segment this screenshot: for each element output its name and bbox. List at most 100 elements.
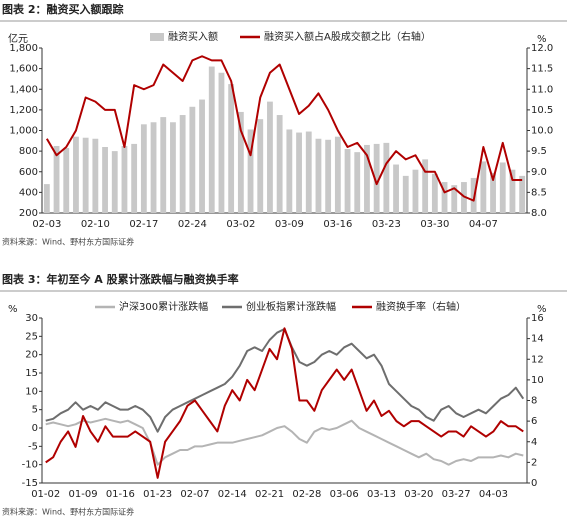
y2-tick-label: 10.5	[531, 105, 553, 116]
legend-swatch	[150, 33, 164, 41]
bar	[519, 175, 526, 213]
bar	[257, 119, 264, 213]
y2-unit: %	[537, 304, 547, 315]
y2-tick-label: 2	[531, 457, 537, 468]
bar	[228, 84, 235, 213]
bar	[237, 111, 244, 213]
bar	[296, 132, 302, 213]
bar	[431, 173, 438, 213]
bar	[354, 152, 361, 213]
bar	[150, 122, 157, 213]
bar	[247, 129, 254, 213]
x-tick-label: 03-02	[226, 219, 255, 230]
bar	[305, 131, 312, 213]
y2-tick-label: 0	[531, 478, 537, 489]
y-tick-label: 1,000	[9, 126, 38, 137]
bar	[393, 164, 399, 213]
y-tick-label: 1,800	[9, 43, 38, 54]
y-tick-label: 25	[25, 331, 38, 342]
bar	[344, 149, 351, 213]
bar	[111, 151, 118, 213]
bar	[92, 138, 99, 213]
bar	[179, 115, 186, 213]
figure-title: 图表 3：年初至今 A 股累计涨跌幅与融资换手率	[2, 272, 239, 286]
source-note: 资料来源：Wind、野村东方国际证券	[2, 237, 134, 247]
x-tick-label: 03-27	[442, 489, 471, 500]
bar	[160, 117, 167, 213]
bar	[441, 182, 448, 213]
x-tick-label: 02-21	[255, 489, 284, 500]
bar	[334, 136, 341, 213]
line-series	[45, 55, 523, 202]
y-tick-label: 1,400	[9, 84, 38, 95]
bar	[490, 172, 496, 213]
bar	[373, 143, 380, 213]
bar	[412, 169, 419, 213]
x-tick-label: 02-03	[32, 219, 61, 230]
bar	[199, 99, 205, 213]
bar	[480, 161, 487, 213]
bar	[286, 129, 293, 213]
bar	[73, 136, 79, 213]
legend-label: 沪深300累计涨跌幅	[119, 300, 208, 313]
bar	[53, 145, 60, 213]
bar	[499, 162, 506, 213]
bar	[63, 148, 70, 213]
bar	[276, 115, 283, 213]
x-tick-label: 03-16	[323, 219, 352, 230]
line-series	[45, 328, 525, 433]
legend-label: 融资买入额占A股成交额之比（右轴）	[264, 30, 431, 43]
y2-tick-label: 11.5	[531, 64, 553, 75]
bar	[325, 139, 332, 213]
bar	[102, 147, 108, 213]
x-tick-label: 01-02	[31, 489, 60, 500]
line-series	[45, 417, 524, 466]
y2-unit: %	[537, 34, 547, 45]
bar	[451, 185, 458, 213]
line-series	[45, 327, 524, 479]
y2-tick-label: 9.5	[531, 146, 547, 157]
y-tick-label: 800	[19, 146, 38, 157]
y2-tick-label: 16	[531, 313, 544, 324]
y-tick-label: -15	[22, 478, 38, 489]
y-tick-label: 1,600	[9, 64, 38, 75]
bar	[218, 72, 225, 213]
legend-label: 融资换手率（右轴）	[376, 300, 466, 313]
x-tick-label: 04-03	[479, 489, 508, 500]
bar	[383, 142, 390, 213]
x-tick-label: 03-30	[420, 219, 449, 230]
bar	[131, 143, 138, 213]
x-tick-label: 02-14	[218, 489, 247, 500]
y2-tick-label: 10.0	[531, 126, 553, 137]
x-tick-label: 02-28	[292, 489, 321, 500]
bar	[43, 184, 50, 213]
y-unit: %	[8, 304, 18, 315]
x-tick-label: 03-06	[330, 489, 359, 500]
bar	[364, 144, 370, 213]
y-tick-label: 20	[25, 350, 38, 361]
y-tick-label: 600	[19, 167, 38, 178]
y-tick-label: -5	[28, 441, 38, 452]
y-tick-label: -10	[22, 460, 38, 471]
legend-label: 创业板指累计涨跌幅	[246, 300, 336, 313]
legend-label: 融资买入额	[168, 30, 218, 43]
y2-tick-label: 10	[531, 375, 544, 386]
bar	[402, 175, 409, 213]
y-tick-label: 200	[19, 208, 38, 219]
y2-tick-label: 14	[531, 334, 544, 345]
y-tick-label: 0	[32, 423, 38, 434]
bar	[315, 138, 322, 213]
y-tick-label: 10	[25, 386, 38, 397]
y-tick-label: 1,200	[9, 105, 38, 116]
y2-tick-label: 12.0	[531, 43, 553, 54]
y2-tick-label: 8.0	[531, 208, 547, 219]
bar	[140, 124, 147, 213]
bar	[189, 106, 196, 213]
y2-tick-label: 8	[531, 396, 537, 407]
bar	[509, 169, 516, 213]
bar	[267, 101, 273, 213]
x-tick-label: 02-10	[81, 219, 110, 230]
x-tick-label: 03-09	[275, 219, 304, 230]
y2-tick-label: 4	[531, 437, 537, 448]
